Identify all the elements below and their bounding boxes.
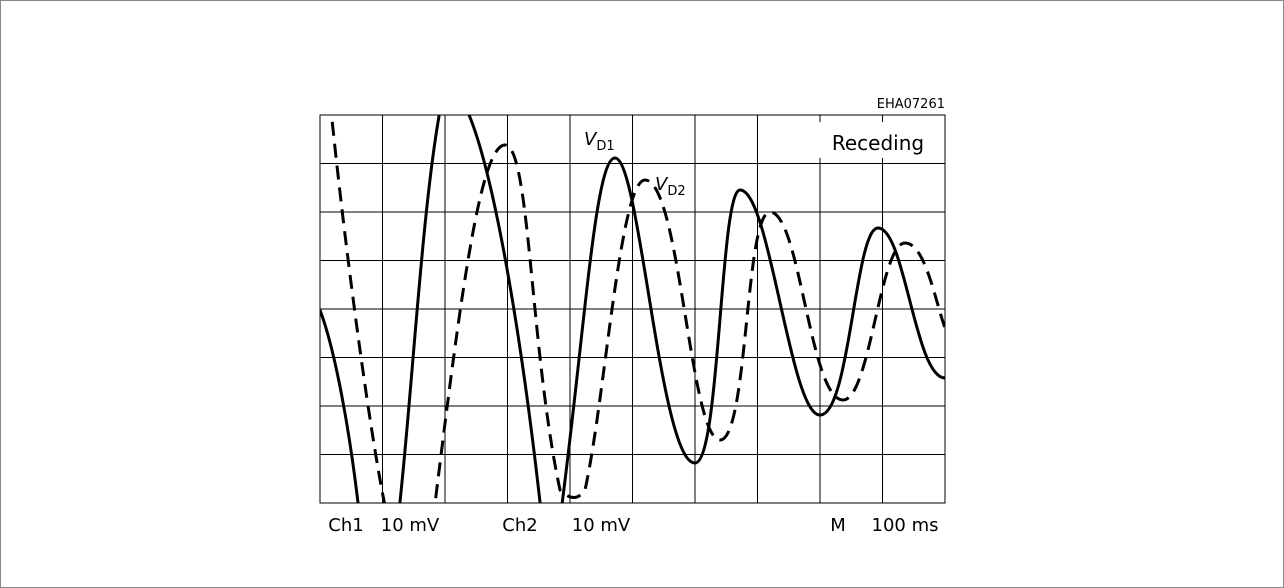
trace-label: VD2 (655, 174, 686, 199)
trace-dashed (330, 115, 945, 503)
channel: Ch1 (328, 515, 363, 536)
scale: 10 mV (572, 515, 631, 536)
figure-code: EHA07261 (877, 97, 945, 112)
mode: Receding (832, 131, 924, 155)
scale: 100 ms (872, 515, 939, 536)
channel: M (830, 515, 846, 536)
trace-subscript: D2 (667, 184, 685, 199)
channel: Ch2 (502, 515, 537, 536)
trace-solid (320, 115, 945, 503)
trace-symbol: V (655, 174, 669, 195)
trace-subscript: D1 (596, 139, 614, 154)
trace-label: VD1 (584, 129, 615, 154)
trace-symbol: V (584, 129, 598, 150)
scale: 10 mV (381, 515, 440, 536)
mode-box (815, 122, 941, 158)
